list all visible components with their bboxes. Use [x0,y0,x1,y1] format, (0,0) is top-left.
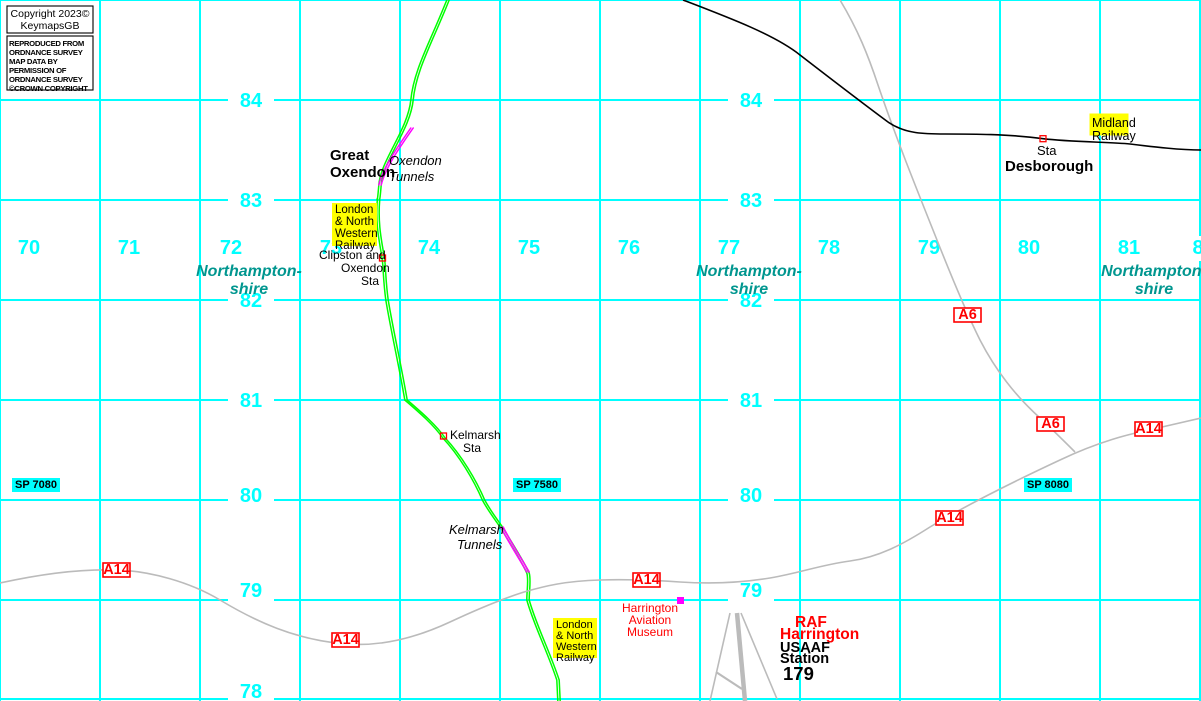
svg-text:Midland: Midland [1092,116,1136,130]
svg-text:& North: & North [335,216,374,228]
svg-text:ORDNANCE SURVEY: ORDNANCE SURVEY [9,48,83,57]
svg-text:Great: Great [330,147,369,164]
svg-text:SP 7580: SP 7580 [516,479,558,491]
svg-text:Northampton-: Northampton- [696,263,802,280]
svg-text:78: 78 [818,237,840,259]
svg-text:©CROWN COPYRIGHT: ©CROWN COPYRIGHT [9,84,88,93]
svg-text:80: 80 [240,485,262,507]
svg-text:Northampton-: Northampton- [196,263,302,280]
svg-text:Desborough: Desborough [1005,158,1093,175]
svg-text:PERMISSION OF: PERMISSION OF [9,66,67,75]
svg-text:Railway: Railway [1092,129,1137,143]
svg-text:78: 78 [240,681,262,701]
svg-text:84: 84 [240,90,263,112]
svg-text:ORDNANCE SURVEY: ORDNANCE SURVEY [9,75,83,84]
svg-text:shire: shire [230,281,268,298]
svg-text:shire: shire [730,281,768,298]
svg-text:71: 71 [118,237,140,259]
svg-text:Northampton-: Northampton- [1101,263,1201,280]
svg-text:London: London [335,204,373,216]
svg-text:SP 7080: SP 7080 [15,479,57,491]
svg-text:A14: A14 [936,510,963,526]
svg-text:A14: A14 [332,632,359,648]
svg-text:Sta: Sta [1037,143,1057,158]
svg-text:80: 80 [740,485,762,507]
svg-text:83: 83 [740,190,762,212]
svg-text:76: 76 [618,237,640,259]
svg-text:Kelmarsh: Kelmarsh [449,522,504,537]
svg-text:70: 70 [18,237,40,259]
svg-text:80: 80 [1018,237,1040,259]
svg-text:Sta: Sta [361,274,379,288]
svg-text:77: 77 [718,237,740,259]
svg-text:81: 81 [740,390,762,412]
svg-text:A14: A14 [103,562,130,578]
svg-text:Railway: Railway [556,652,595,664]
svg-text:79: 79 [240,580,262,602]
svg-text:Oxendon: Oxendon [330,164,395,181]
svg-text:A6: A6 [1041,416,1060,432]
svg-text:74: 74 [418,237,441,259]
svg-text:8: 8 [1192,237,1201,259]
svg-text:84: 84 [740,90,763,112]
svg-text:A14: A14 [1135,421,1162,437]
svg-text:Clipston and: Clipston and [319,248,386,262]
svg-text:79: 79 [740,580,762,602]
svg-text:Sta: Sta [463,441,481,455]
svg-text:A14: A14 [633,572,660,588]
svg-text:81: 81 [240,390,262,412]
svg-text:Tunnels: Tunnels [457,537,503,552]
svg-text:179: 179 [783,663,814,684]
svg-text:Western: Western [335,228,378,240]
svg-text:Kelmarsh: Kelmarsh [450,428,501,442]
svg-text:81: 81 [1118,237,1140,259]
svg-text:83: 83 [240,190,262,212]
svg-text:A6: A6 [958,307,977,323]
svg-text:Tunnels: Tunnels [389,169,435,184]
svg-text:Museum: Museum [627,625,673,639]
svg-text:Oxendon: Oxendon [389,153,442,168]
svg-text:SP 8080: SP 8080 [1027,479,1069,491]
svg-text:KeymapsGB: KeymapsGB [21,20,80,32]
svg-text:Oxendon: Oxendon [341,261,390,275]
svg-text:72: 72 [220,237,242,259]
svg-text:shire: shire [1135,281,1173,298]
svg-text:75: 75 [518,237,540,259]
svg-text:Copyright 2023©: Copyright 2023© [11,8,90,20]
svg-text:REPRODUCED FROM: REPRODUCED FROM [9,39,84,48]
svg-text:MAP DATA BY: MAP DATA BY [9,57,58,66]
